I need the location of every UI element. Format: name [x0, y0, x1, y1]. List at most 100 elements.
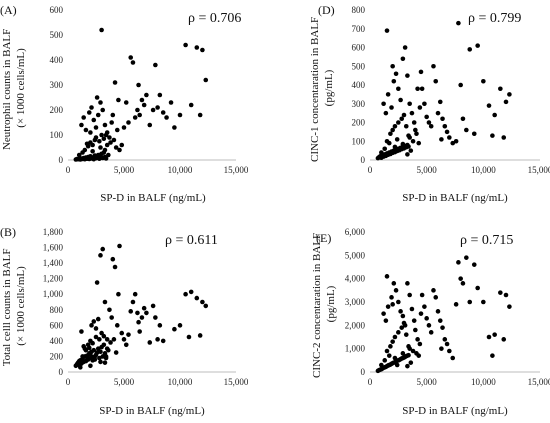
data-point [112, 264, 118, 270]
y-tick-label: 700 [352, 24, 366, 34]
y-tick-label: 1,400 [43, 258, 64, 268]
data-point [119, 330, 125, 336]
data-point [102, 360, 108, 365]
data-point [104, 142, 110, 148]
data-point [405, 363, 410, 369]
data-point [94, 280, 100, 285]
data-point [98, 349, 103, 355]
chart-panel-e: (E) ρ = 0.715 SP-D in BALF (ng/mL) CINC-… [311, 227, 550, 417]
data-point [401, 112, 407, 118]
x-axis-label: SP-D in BALF (ng/mL) [100, 192, 206, 204]
data-point [419, 86, 425, 92]
y-axis-label: Total celll counts in BALF (× 1000 cells… [1, 246, 27, 367]
data-point [177, 323, 183, 328]
data-point [102, 299, 108, 305]
data-point [147, 122, 153, 128]
data-point [507, 92, 512, 97]
rho-annotation: ρ = 0.715 [460, 233, 513, 248]
y-tick-label: 1,000 [43, 289, 64, 299]
data-point [93, 334, 99, 340]
data-point [415, 86, 420, 92]
data-point [440, 116, 445, 122]
data-point [408, 148, 414, 153]
data-point [388, 131, 393, 137]
x-tick-label: 5,000 [417, 165, 438, 175]
data-point [437, 99, 443, 105]
data-point [144, 92, 149, 98]
data-point [109, 315, 114, 320]
data-point [399, 325, 405, 330]
data-point [101, 342, 107, 348]
data-point [98, 253, 103, 258]
data-point [381, 311, 386, 316]
data-point [394, 137, 400, 142]
panel-label: (A) [0, 3, 17, 17]
data-point [501, 337, 507, 342]
data-point [135, 310, 140, 316]
panel-label: (D) [318, 3, 335, 17]
data-point [117, 243, 122, 249]
data-point [103, 156, 109, 161]
data-point [396, 86, 401, 92]
data-point [498, 86, 503, 92]
y-tick-label: 400 [50, 336, 64, 346]
y-axis-label-line-1: CINC-2 concentaration in BALF [311, 233, 323, 378]
data-points [375, 20, 512, 161]
data-point [177, 112, 183, 118]
data-point [400, 141, 406, 147]
x-ticks: 0 5,000 10,000 15,000 [368, 165, 550, 175]
data-point [186, 334, 192, 340]
data-point [390, 63, 395, 69]
data-point [102, 147, 108, 153]
data-point [424, 114, 429, 120]
data-point [409, 306, 415, 312]
x-ticks: 0 5,000 10,000 15,000 [66, 165, 249, 175]
data-point [418, 311, 424, 316]
data-point [91, 319, 97, 324]
data-point [450, 140, 456, 146]
data-point [437, 318, 443, 323]
data-point [379, 150, 384, 155]
y-tick-label: 100 [50, 130, 64, 140]
y-tick-label: 400 [352, 80, 366, 90]
data-point [126, 120, 131, 125]
x-tick-label: 10,000 [168, 377, 193, 387]
data-point [123, 100, 129, 105]
y-axis-label-line-2: (× 1000 cells/mL) [15, 266, 27, 346]
data-point [130, 299, 136, 305]
data-point [111, 137, 117, 143]
data-point [79, 329, 84, 334]
x-tick-label: 5,000 [114, 165, 135, 175]
data-point [78, 365, 83, 370]
y-tick-label: 2,000 [345, 320, 366, 330]
data-point [390, 127, 395, 133]
rho-annotation: ρ = 0.706 [188, 11, 241, 26]
data-points [73, 27, 209, 162]
x-tick-label: 10,000 [168, 165, 193, 175]
data-point [76, 152, 82, 158]
data-point [386, 353, 392, 358]
y-axis-label: CINC-1 concentaration in BALF (pg/mL) [309, 14, 335, 162]
data-point [101, 136, 107, 142]
y-tick-label: 3,000 [345, 297, 366, 307]
y-tick-label: 500 [50, 30, 64, 40]
chart-panel-d: (D) ρ = 0.799 SP-D in BALF (ng/mL) CINC-… [309, 3, 550, 204]
data-point [379, 362, 384, 368]
y-tick-label: 600 [50, 5, 64, 15]
y-tick-label: 500 [352, 61, 366, 71]
data-point [467, 299, 473, 305]
data-point [422, 101, 427, 107]
data-point [435, 309, 441, 314]
data-point [139, 97, 145, 103]
data-point [114, 323, 120, 328]
y-tick-label: 0 [59, 367, 64, 377]
data-point [103, 132, 109, 138]
data-point [450, 355, 456, 361]
data-point [147, 340, 153, 345]
data-point [383, 318, 389, 323]
y-tick-label: 6,000 [345, 227, 366, 237]
data-point [197, 112, 203, 118]
y-axis-label-line-1: Neutrophil counts in BALF [1, 29, 13, 150]
chart-panel-a: (A) ρ = 0.706 SP-D in BALF (ng/mL) Neutr… [0, 3, 249, 204]
y-tick-label: 400 [50, 55, 64, 65]
